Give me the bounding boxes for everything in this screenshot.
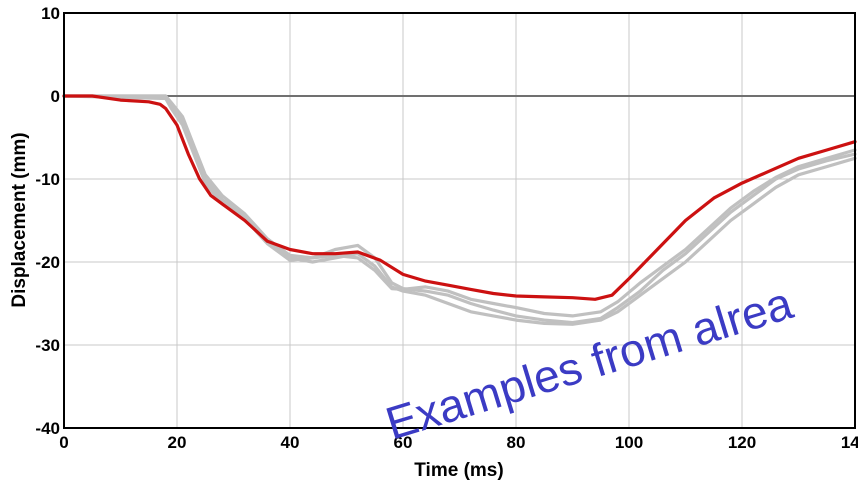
x-tick-labels: 0 20 40 60 80 100 120 140	[59, 433, 858, 452]
x-tick-label: 140	[841, 433, 858, 452]
x-tick-label: 20	[168, 433, 187, 452]
x-tick-label: 0	[59, 433, 68, 452]
y-tick-label: -40	[35, 419, 60, 438]
y-axis-title: Displacement (mm)	[9, 132, 30, 307]
series-line-4	[62, 94, 857, 301]
x-tick-label: 120	[728, 433, 756, 452]
x-tick-label: 80	[507, 433, 526, 452]
x-tick-label: 100	[615, 433, 643, 452]
y-tick-label: 10	[41, 4, 60, 23]
y-tick-label: -20	[35, 253, 60, 272]
y-tick-labels: -40 -30 -20 -10 0 10	[35, 4, 60, 438]
series-line-1	[62, 94, 857, 326]
x-tick-label: 40	[281, 433, 300, 452]
series-line-2	[62, 94, 857, 325]
y-tick-label: 0	[51, 87, 60, 106]
series-group	[62, 94, 857, 326]
y-tick-label: -10	[35, 170, 60, 189]
x-axis-title: Time (ms)	[414, 460, 503, 481]
y-tick-label: -30	[35, 336, 60, 355]
plot-area	[64, 13, 855, 428]
series-line-3	[62, 94, 857, 318]
x-tick-label: 60	[394, 433, 413, 452]
plot-frame	[63, 12, 856, 429]
grid-lines	[64, 13, 855, 428]
